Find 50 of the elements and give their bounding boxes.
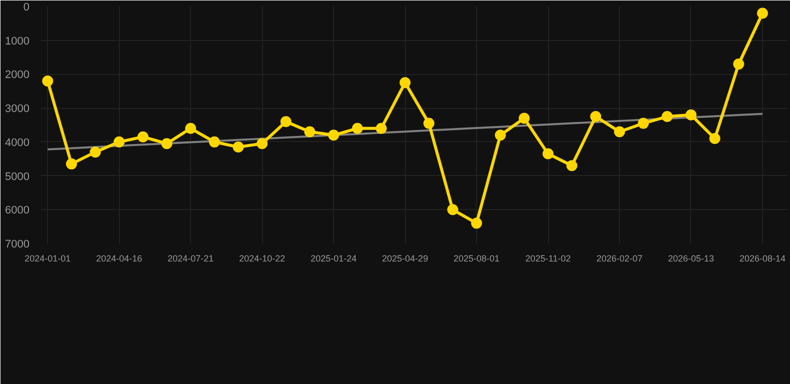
x-tick-label: 2026-08-14 bbox=[739, 254, 786, 264]
y-tick-label: 3000 bbox=[5, 103, 30, 116]
point bbox=[114, 136, 125, 148]
y-tick-label: 7000 bbox=[5, 238, 30, 250]
point bbox=[686, 109, 696, 120]
point bbox=[756, 8, 768, 19]
point bbox=[66, 158, 77, 170]
point bbox=[662, 111, 673, 122]
y-tick-label: 4000 bbox=[5, 136, 30, 149]
point bbox=[256, 138, 268, 150]
x-tick-label: 2025-08-01 bbox=[454, 254, 500, 264]
point bbox=[614, 126, 626, 138]
x-tick-label: 2025-04-29 bbox=[382, 254, 428, 264]
point bbox=[566, 160, 578, 172]
point bbox=[400, 77, 411, 88]
point bbox=[709, 133, 720, 144]
y-tick-label: 5000 bbox=[5, 170, 30, 183]
point bbox=[376, 122, 387, 134]
x-tick-label: 2026-05-13 bbox=[668, 254, 714, 264]
x-tick-label: 2024-04-16 bbox=[96, 254, 142, 264]
point bbox=[185, 122, 196, 134]
point bbox=[447, 204, 458, 216]
y-tick-label: 0 bbox=[23, 2, 30, 14]
point bbox=[208, 136, 220, 148]
point bbox=[161, 138, 172, 150]
point bbox=[280, 116, 292, 128]
point bbox=[137, 131, 148, 142]
point bbox=[471, 218, 482, 229]
point bbox=[328, 130, 340, 141]
point bbox=[518, 112, 530, 124]
point bbox=[232, 142, 244, 152]
point bbox=[352, 122, 363, 134]
point bbox=[733, 58, 744, 70]
point bbox=[42, 75, 54, 86]
y-tick-label: 1000 bbox=[5, 35, 30, 48]
point bbox=[423, 118, 434, 129]
x-tick-label: 2026-02-07 bbox=[596, 254, 643, 264]
x-tick-label: 2024-07-21 bbox=[168, 254, 214, 264]
y-tick-label: 6000 bbox=[5, 204, 30, 217]
y-tick-label: 2000 bbox=[5, 69, 30, 82]
x-tick-label: 2024-01-01 bbox=[24, 254, 71, 264]
point bbox=[494, 130, 506, 141]
point bbox=[542, 148, 554, 160]
x-tick-label: 2024-10-22 bbox=[239, 254, 286, 264]
point bbox=[304, 126, 316, 138]
point bbox=[590, 111, 602, 122]
x-tick-label: 2025-01-24 bbox=[310, 254, 357, 264]
x-tick-label: 2025-11-02 bbox=[525, 254, 571, 264]
point bbox=[90, 146, 101, 158]
point bbox=[638, 118, 649, 129]
